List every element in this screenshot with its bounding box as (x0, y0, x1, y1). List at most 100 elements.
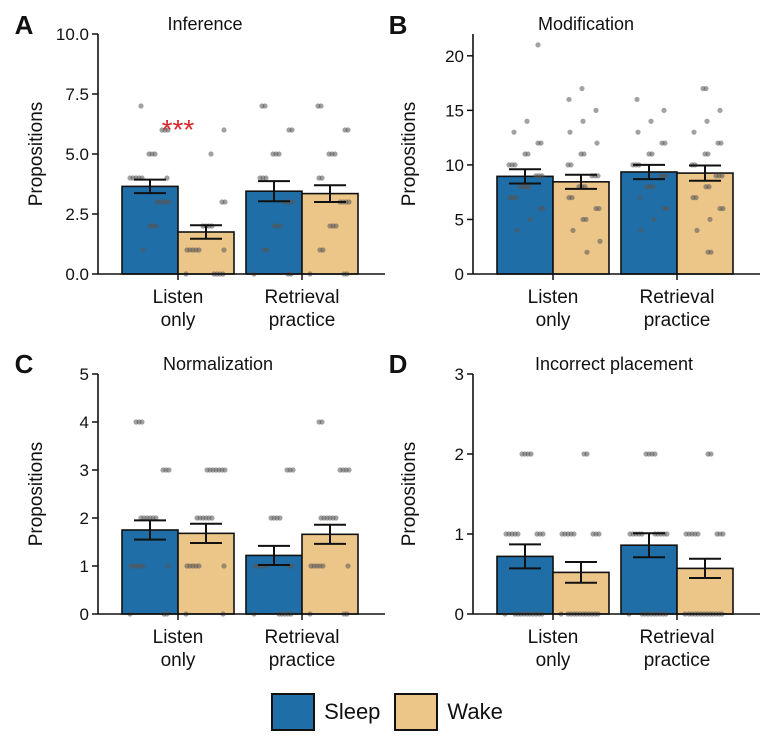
data-point (522, 151, 528, 157)
panel-title: Incorrect placement (535, 354, 693, 374)
data-point (590, 531, 596, 537)
data-point (702, 151, 708, 157)
y-tick-label: 5 (455, 210, 464, 229)
data-point (133, 419, 139, 425)
significance-marker: *** (162, 114, 195, 145)
data-point (570, 227, 576, 233)
data-point (578, 151, 584, 157)
data-point (127, 175, 133, 181)
y-axis-label: Propositions (26, 442, 47, 547)
data-point (527, 216, 533, 223)
y-tick-label: 10 (445, 156, 464, 175)
panel-title: Normalization (163, 354, 273, 374)
y-tick-label: 20 (445, 47, 464, 66)
y-tick-label: 0.0 (65, 265, 89, 284)
y-tick-label: 1 (455, 525, 464, 544)
data-point (661, 107, 667, 113)
data-point (519, 451, 525, 457)
y-tick-label: 10.0 (56, 25, 89, 44)
data-point (651, 216, 657, 223)
data-point (317, 247, 323, 253)
data-point (316, 175, 322, 181)
legend-label-wake: Wake (447, 699, 503, 724)
x-tick-label: only (161, 650, 196, 671)
data-point (154, 199, 160, 205)
y-tick-label: 3 (455, 365, 464, 384)
y-tick-label: 0 (455, 265, 464, 284)
data-point (566, 96, 572, 103)
data-point (717, 205, 723, 212)
y-tick-label: 5.0 (65, 145, 89, 164)
panel-C: C Normalization Propositions 0 1 2 3 4 5 Listenon… (15, 349, 385, 671)
data-point (221, 247, 227, 253)
data-point (705, 451, 711, 457)
y-axis-label: Propositions (399, 442, 420, 547)
data-point (208, 151, 214, 157)
data-point (286, 127, 292, 133)
bar-wake (301, 533, 359, 615)
x-tick-label: only (161, 310, 196, 331)
data-point (715, 140, 721, 146)
data-point (644, 184, 650, 190)
data-point (691, 129, 697, 135)
data-point (705, 249, 711, 255)
data-point (159, 127, 165, 133)
x-tick-label: Listen (528, 627, 579, 648)
data-point (646, 151, 652, 157)
data-point (534, 531, 540, 537)
data-point (128, 563, 134, 569)
y-tick-label: 1 (80, 557, 89, 576)
data-point (259, 103, 265, 109)
y-axis-label: Propositions (26, 102, 47, 207)
data-point (284, 467, 290, 473)
data-point (316, 419, 322, 425)
data-point (506, 162, 512, 168)
data-point (511, 129, 517, 135)
panel-letter: B (389, 10, 408, 40)
data-point (661, 205, 667, 212)
data-point (635, 129, 641, 135)
data-point (146, 151, 152, 157)
x-tick-label: Listen (528, 287, 579, 308)
y-axis-label: Propositions (399, 102, 420, 207)
y-tick-label: 2.5 (65, 205, 89, 224)
data-point (268, 515, 274, 521)
data-point (717, 107, 723, 113)
panel-A: A Inference Propositions 0.0 2.5 5.0 7.5 10.0 Li… (15, 10, 385, 331)
data-point (694, 227, 700, 233)
data-point (714, 531, 720, 537)
data-point (270, 151, 276, 157)
data-point (594, 140, 600, 146)
data-point (580, 118, 586, 124)
y-tick-label: 0 (455, 605, 464, 624)
y-tick-label: 2 (455, 445, 464, 464)
x-tick-label: Retrieval (640, 287, 715, 308)
data-point (345, 563, 351, 569)
x-tick-label: Listen (153, 627, 204, 648)
data-point (165, 563, 171, 569)
data-point (597, 238, 603, 244)
x-tick-label: only (536, 310, 571, 331)
bar-wake (552, 181, 610, 275)
data-point (700, 85, 706, 92)
legend-swatch-wake (394, 693, 439, 731)
data-point (659, 140, 665, 146)
data-point (524, 118, 530, 124)
x-tick-label: Listen (153, 287, 204, 308)
data-point (704, 118, 710, 124)
data-point (160, 467, 166, 473)
data-point (517, 184, 523, 190)
data-point (580, 216, 586, 223)
panel-D: D Incorrect placement Propositions 0 1 2 3 List… (389, 349, 760, 671)
data-point (221, 127, 227, 133)
data-point (565, 162, 571, 168)
panel-letter: A (15, 10, 34, 40)
legend-swatch-sleep (271, 693, 316, 731)
data-point (537, 205, 543, 212)
data-point (221, 563, 227, 569)
data-point (643, 451, 649, 457)
data-point (318, 515, 324, 521)
data-point (584, 249, 590, 255)
bar-sleep (496, 175, 554, 275)
data-point (327, 223, 333, 229)
